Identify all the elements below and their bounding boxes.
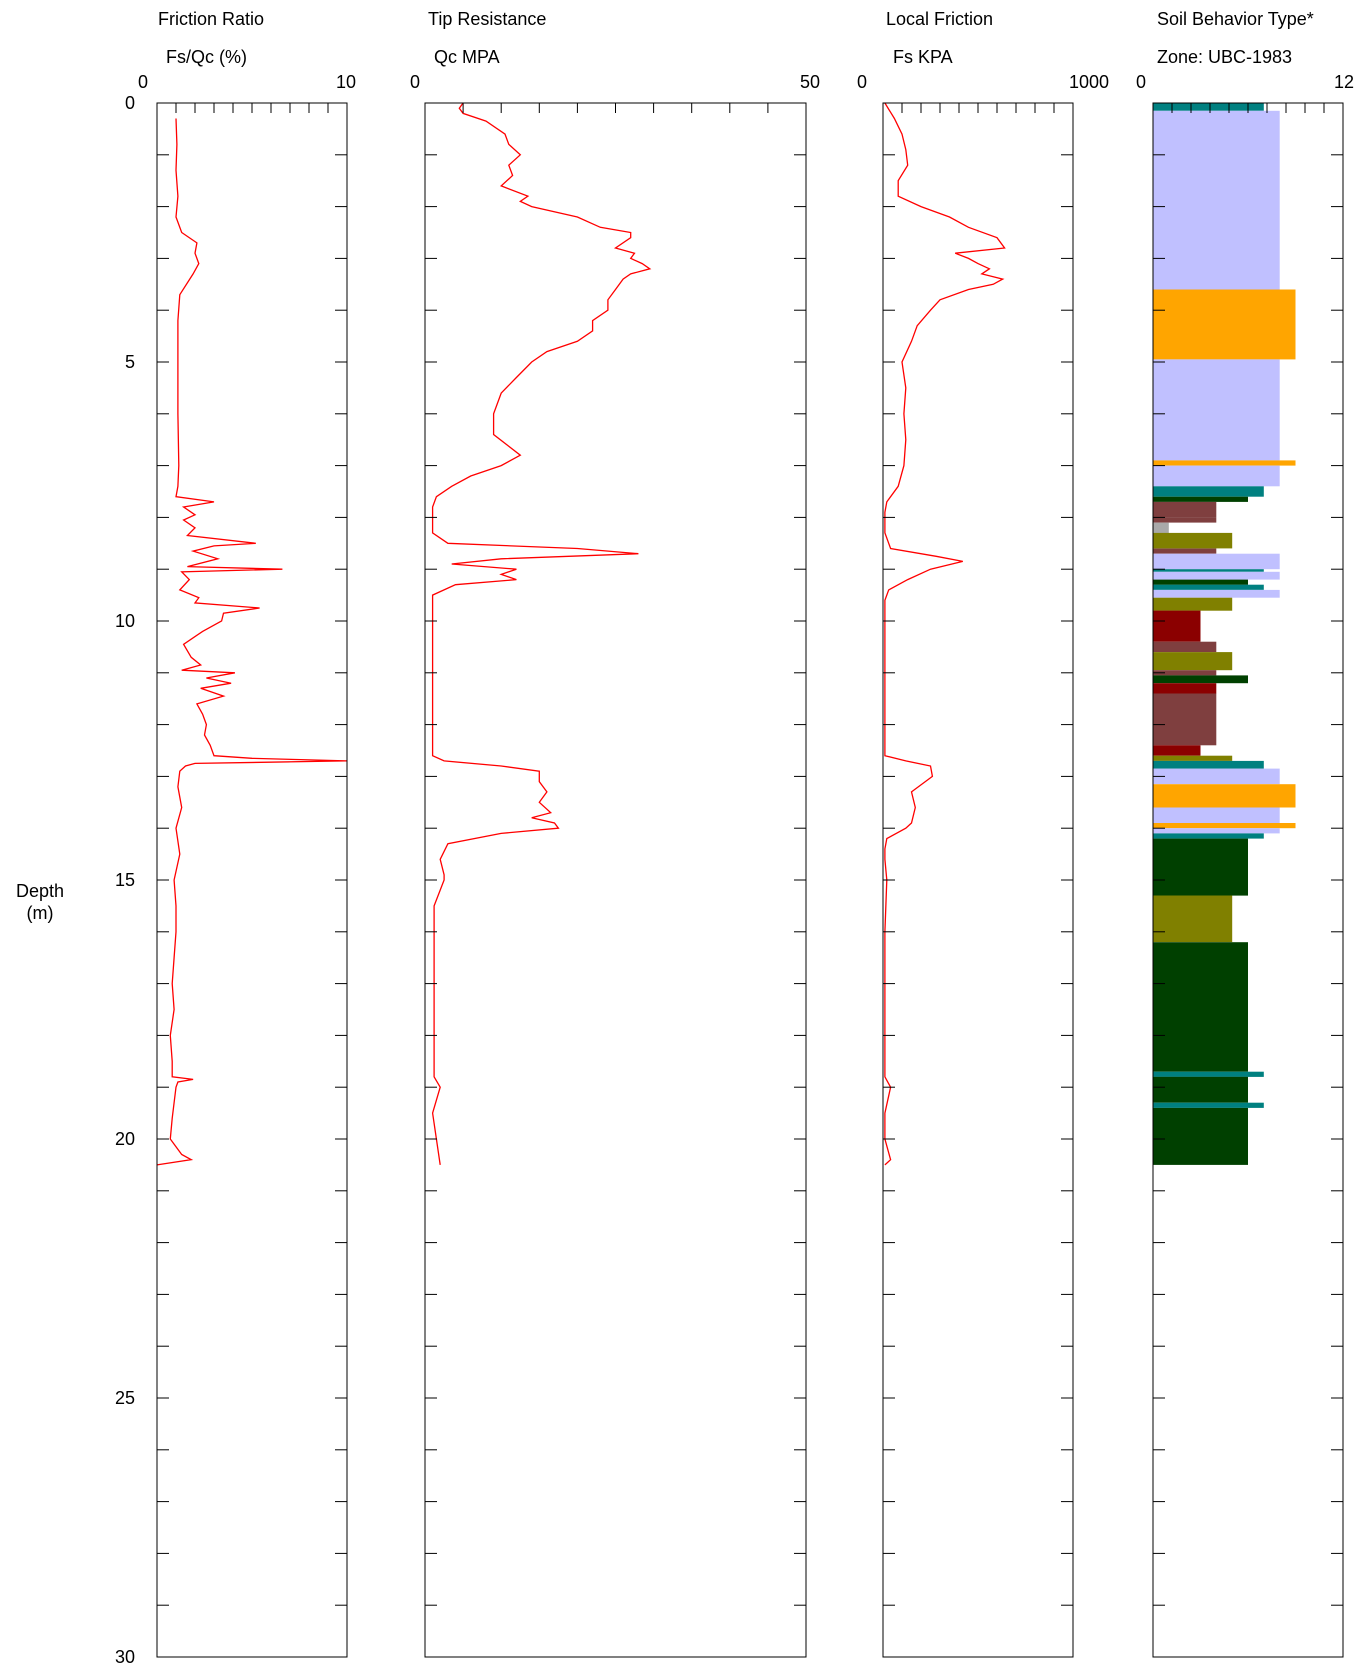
soil-zone-bar — [1153, 289, 1296, 360]
x-tick-label-max: 1000 — [1069, 72, 1109, 92]
panel-axis-label: Qc MPA — [434, 47, 500, 67]
soil-zone-bar — [1153, 496, 1248, 502]
panel-axis-label: Fs/Qc (%) — [166, 47, 247, 67]
soil-zone-bar — [1153, 768, 1280, 785]
soil-zone-bar — [1153, 745, 1201, 756]
x-tick-label-min: 0 — [1136, 72, 1146, 92]
depth-tick-label: 10 — [115, 611, 135, 631]
data-trace — [156, 118, 348, 1166]
data-trace — [884, 102, 1006, 1166]
soil-zone-bar — [1153, 823, 1296, 829]
soil-zone-bar — [1153, 522, 1169, 533]
soil-zone-bar — [1153, 1076, 1248, 1103]
soil-zone-bar — [1153, 103, 1264, 111]
panel-title: Soil Behavior Type* — [1157, 9, 1314, 29]
soil-zone-bar — [1153, 693, 1217, 746]
soil-zone-bar — [1153, 942, 1248, 1072]
panel-friction-ratio: Friction Ratio Fs/Qc (%) 0 10 — [138, 9, 356, 1658]
soil-zone-bar — [1153, 1071, 1264, 1077]
depth-axis: Depth (m) 0 5 10 15 20 25 30 — [16, 93, 135, 1667]
plot-frame — [882, 102, 1074, 1658]
soil-zone-bar — [1153, 670, 1217, 676]
panel-title: Tip Resistance — [428, 9, 546, 29]
soil-zone-bar — [1153, 675, 1248, 684]
soil-zone-bar — [1153, 1102, 1264, 1108]
soil-zone-bar — [1153, 760, 1264, 769]
soil-zone-bar — [1153, 652, 1233, 671]
soil-zone-bar — [1153, 532, 1233, 549]
soil-zone-bar — [1153, 548, 1217, 554]
soil-zone-bar — [1153, 589, 1280, 598]
x-tick-label-max: 10 — [336, 72, 356, 92]
soil-zone-bar — [1153, 597, 1233, 611]
soil-zone-bar — [1153, 807, 1280, 823]
panel-local-friction: Local Friction Fs KPA 0 1000 — [857, 9, 1109, 1658]
depth-axis-label-line2: (m) — [27, 903, 54, 923]
soil-zone-bar — [1153, 828, 1280, 834]
soil-zone-bar — [1153, 110, 1280, 290]
soil-zone-bar — [1153, 569, 1264, 572]
data-trace — [431, 102, 652, 1165]
soil-zone-bar — [1153, 784, 1296, 808]
soil-zone-bar — [1153, 359, 1280, 461]
soil-zone-bar — [1153, 1107, 1248, 1165]
panel-soil-behavior-type: Soil Behavior Type* Zone: UBC-1983 0 12 — [1136, 9, 1354, 1658]
x-tick-label-max: 50 — [800, 72, 820, 92]
soil-zone-bar — [1153, 517, 1217, 523]
plot-frame — [156, 102, 348, 1658]
soil-zone-bar — [1153, 507, 1217, 518]
depth-tick-label: 5 — [125, 352, 135, 372]
depth-axis-label-line1: Depth — [16, 881, 64, 901]
soil-zone-bar — [1153, 833, 1264, 839]
depth-tick-label: 0 — [125, 93, 135, 113]
soil-zone-bar — [1153, 460, 1296, 466]
panel-axis-label: Zone: UBC-1983 — [1157, 47, 1292, 67]
soil-zone-bar — [1153, 501, 1217, 508]
panel-axis-label: Fs KPA — [893, 47, 953, 67]
soil-zone-bar — [1153, 553, 1280, 570]
panel-tip-resistance: Tip Resistance Qc MPA 0 50 — [410, 9, 820, 1658]
soil-zone-bar — [1153, 465, 1280, 487]
x-tick-label-min: 0 — [138, 72, 148, 92]
soil-zone-bar — [1153, 895, 1233, 943]
x-tick-label-min: 0 — [857, 72, 867, 92]
x-tick-label-max: 12 — [1334, 72, 1354, 92]
x-tick-label-min: 0 — [410, 72, 420, 92]
soil-zone-bar — [1153, 584, 1264, 590]
soil-zone-bar — [1153, 641, 1217, 653]
soil-zone-bar — [1153, 755, 1233, 761]
soil-zone-bar — [1153, 486, 1264, 497]
soil-zone-bar — [1153, 579, 1248, 585]
soil-zone-bar — [1153, 610, 1201, 642]
depth-tick-label: 25 — [115, 1388, 135, 1408]
soil-zone-bar — [1153, 571, 1280, 580]
soil-zone-bar — [1153, 838, 1248, 896]
panel-title: Local Friction — [886, 9, 993, 29]
depth-tick-label: 15 — [115, 870, 135, 890]
panel-title: Friction Ratio — [158, 9, 264, 29]
plot-frame — [424, 102, 807, 1658]
soil-zone-bar — [1153, 683, 1217, 694]
depth-tick-label: 30 — [115, 1647, 135, 1667]
depth-tick-label: 20 — [115, 1129, 135, 1149]
